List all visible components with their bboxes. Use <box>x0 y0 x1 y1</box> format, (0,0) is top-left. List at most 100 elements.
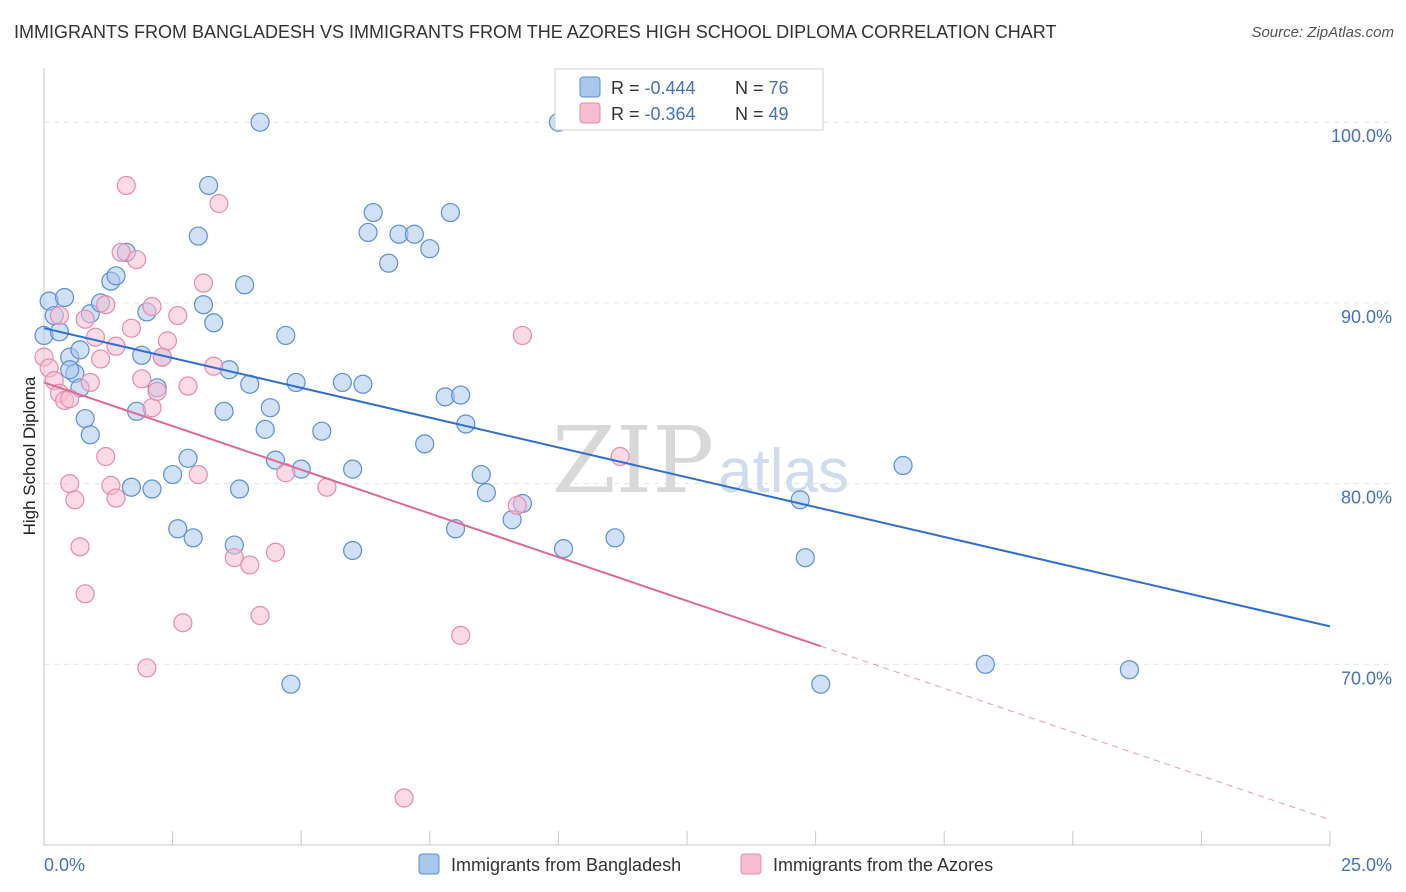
scatter-point <box>142 479 162 499</box>
scatter-point <box>132 369 152 389</box>
legend-row-bangladesh: R = -0.444 <box>611 78 696 98</box>
scatter-point <box>553 539 574 559</box>
scatter-point <box>240 555 260 575</box>
trend-line-azores <box>43 381 822 648</box>
scatter-point <box>106 266 126 286</box>
scatter-point <box>142 296 162 317</box>
y-tick-label: 100.0% <box>1331 126 1392 146</box>
scatter-point <box>142 398 162 418</box>
scatter-point <box>214 401 234 421</box>
x-axis-ticks <box>172 831 1331 845</box>
watermark-atlas: atlas <box>718 437 849 506</box>
legend-swatch-bangladesh <box>579 76 601 98</box>
scatter-point <box>65 490 85 510</box>
scatter-point <box>358 222 378 243</box>
legend-r-label: R = <box>611 104 645 124</box>
scatter-point <box>260 398 280 418</box>
scatter-point <box>1119 660 1139 680</box>
scatter-point <box>250 112 270 132</box>
series-legend-swatch-bangladesh <box>418 853 440 875</box>
scatter-point <box>471 464 491 485</box>
legend-r-value-azores: -0.364 <box>645 104 696 124</box>
scatter-point <box>451 625 471 645</box>
scatter-point <box>116 175 136 196</box>
scatter-point <box>250 605 270 626</box>
scatter-point <box>343 459 363 479</box>
scatter-point <box>420 239 440 259</box>
scatter-point <box>188 464 208 485</box>
scatter-point <box>265 542 286 562</box>
x-tick-label-min: 0.0% <box>44 855 85 875</box>
scatter-point <box>394 788 414 808</box>
x-tick-label-max: 25.0% <box>1341 855 1392 875</box>
scatter-point <box>343 540 363 561</box>
scatter-point <box>178 376 198 396</box>
y-tick-label: 90.0% <box>1341 307 1392 327</box>
watermark-zip: ZIP <box>552 407 714 514</box>
scatter-point <box>229 479 250 499</box>
legend-n-label: N = <box>735 104 769 124</box>
scatter-point <box>80 425 100 445</box>
trend-line-azores-extrapolated <box>820 645 1331 821</box>
scatter-point <box>224 548 244 568</box>
scatter-point <box>96 446 116 467</box>
scatter-point <box>75 408 95 429</box>
trend-lines <box>43 327 1331 821</box>
scatter-point <box>188 226 208 246</box>
series-bangladesh-points <box>34 112 1139 694</box>
scatter-point <box>893 455 913 476</box>
scatter-point <box>209 193 229 214</box>
scatter-point <box>312 421 332 441</box>
legend-n-label: N = <box>735 78 769 98</box>
scatter-point <box>163 464 183 485</box>
legend-r-value-bangladesh: -0.444 <box>645 78 696 98</box>
scatter-point <box>332 372 352 393</box>
scatter-point <box>353 374 373 394</box>
scatter-point <box>75 309 95 329</box>
series-legend-swatch-azores <box>740 853 762 875</box>
scatter-point <box>199 175 219 196</box>
scatter-point <box>795 548 815 568</box>
scatter-point <box>281 674 301 694</box>
scatter-point <box>90 349 111 369</box>
chart-title: IMMIGRANTS FROM BANGLADESH VS IMMIGRANTS… <box>14 22 1057 42</box>
series-azores-points <box>34 175 630 808</box>
scatter-point <box>379 253 399 273</box>
legend-n-value-bangladesh: 76 <box>769 78 789 98</box>
scatter-point <box>137 658 157 678</box>
scatter-point <box>121 477 142 497</box>
legend-r-label: R = <box>611 78 645 98</box>
watermark: ZIP atlas <box>552 407 849 514</box>
scatter-point <box>168 519 188 539</box>
scatter-point <box>168 305 188 326</box>
legend-row-bangladesh-n: N = 76 <box>735 78 789 98</box>
scatter-point <box>183 528 203 548</box>
scatter-point <box>507 495 527 515</box>
scatter-point <box>476 483 496 503</box>
scatter-point <box>178 448 198 468</box>
stats-legend: R = -0.444 N = 76 R = -0.364 N = 49 <box>554 68 824 131</box>
scatter-point <box>363 202 383 223</box>
scatter-point <box>96 295 116 315</box>
scatter-point <box>975 654 995 674</box>
scatter-point <box>49 305 70 326</box>
scatter-point <box>75 584 95 604</box>
scatter-point <box>415 434 435 454</box>
series-legend: Immigrants from Bangladesh Immigrants fr… <box>418 853 993 875</box>
scatter-point <box>80 372 100 393</box>
y-tick-label: 80.0% <box>1341 488 1392 508</box>
scatter-point <box>60 360 80 380</box>
scatter-point <box>440 202 460 223</box>
legend-n-value-azores: 49 <box>769 104 789 124</box>
scatter-point <box>276 325 296 346</box>
scatter-point <box>193 273 214 293</box>
scatter-point <box>512 325 532 346</box>
series-legend-label-azores: Immigrants from the Azores <box>773 855 993 875</box>
scatter-point <box>811 674 831 694</box>
scatter-point <box>790 490 810 510</box>
trend-line-bangladesh <box>43 327 1331 628</box>
scatter-point <box>85 327 106 347</box>
scatter-point <box>451 385 471 405</box>
legend-row-azores: R = -0.364 <box>611 104 696 124</box>
